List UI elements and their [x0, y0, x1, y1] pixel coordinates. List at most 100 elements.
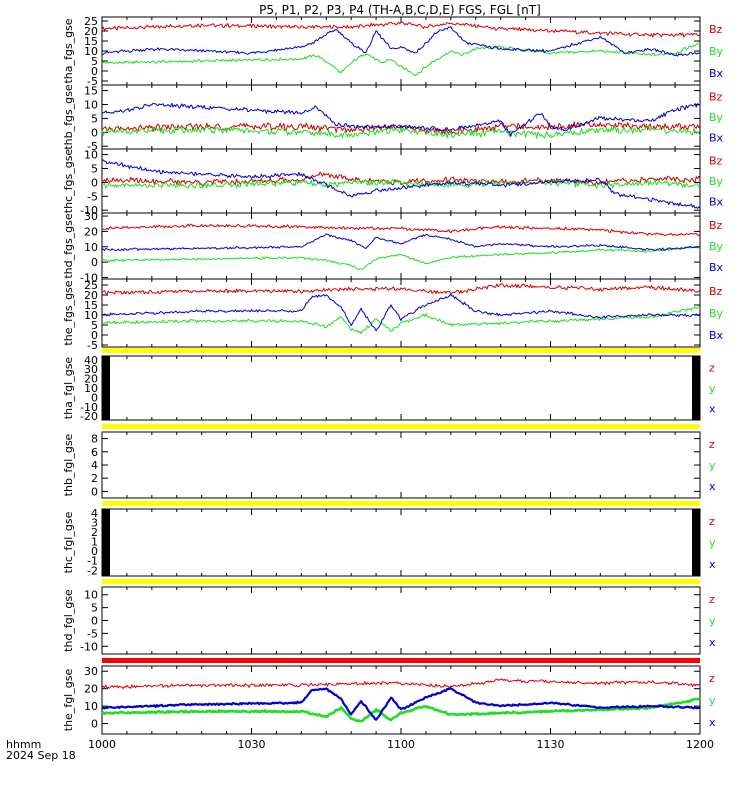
panel-0-ytick-label: 25	[84, 15, 98, 28]
panel-0-ylabel: tha_fgs_gse	[62, 18, 75, 83]
panel-4-ytick-label: 20	[84, 289, 98, 302]
panel-6-ytick-label: 4	[91, 459, 98, 472]
panel-7-ytick-label: 4	[91, 507, 98, 520]
x-tick-label: 1100	[387, 738, 415, 751]
panel-8-ytick-label: -5	[87, 627, 98, 640]
panel-6-legend-x: x	[709, 480, 716, 493]
panel-4-ytick-label: 15	[84, 299, 98, 312]
panel-1-ytick-label: 0	[91, 126, 98, 139]
panel-8-ytick-label: 10	[84, 589, 98, 602]
panel-0-legend-bz: Bz	[709, 23, 723, 36]
panel-7-ytick-label: -2	[87, 564, 98, 577]
panel-4-legend-by: By	[709, 307, 724, 320]
panel-3-series-bx	[101, 233, 701, 252]
panel-7-status-bar	[102, 501, 700, 506]
panel-5-ylabel: tha_fgl_gse	[62, 357, 75, 420]
x-tick-label: 1130	[537, 738, 565, 751]
panel-0-ytick-label: 10	[84, 45, 98, 58]
panel-5-status-bar	[102, 348, 700, 353]
panel-8-status-bar	[102, 579, 700, 584]
panel-3-frame	[101, 212, 701, 280]
panel-9-ytick-label: 0	[91, 718, 98, 731]
panel-5-legend-x: x	[709, 402, 716, 415]
panel-1-ytick-label: 15	[84, 85, 98, 98]
panel-9-ytick-label: 30	[84, 665, 98, 678]
panel-0-series-by	[101, 42, 700, 77]
panel-0-ytick-label: -5	[87, 75, 98, 88]
x-tick-label: 1000	[88, 738, 116, 751]
panel-4-ytick-label: 10	[84, 309, 98, 322]
panel-5-legend-z: z	[709, 362, 715, 375]
panel-3-ytick-label: 0	[91, 256, 98, 269]
panel-9-ytick-label: 20	[84, 683, 98, 696]
panel-4-series-bz	[101, 283, 701, 296]
panel-3-ylabel: thd_fgs_gse	[62, 213, 75, 279]
panel-4-series-bx	[101, 293, 701, 332]
panel-3-series-by	[101, 245, 701, 270]
panel-6-status-bar	[102, 424, 700, 429]
panel-9-frame	[101, 665, 701, 735]
panel-8-ylabel: thd_fgl_gse	[62, 589, 75, 652]
panel-0-ytick-label: 5	[91, 55, 98, 68]
panel-0-ytick-label: 15	[84, 35, 98, 48]
panel-6-ytick-label: 2	[91, 472, 98, 485]
panel-2-series-by	[101, 178, 701, 189]
panel-9-status-bar	[102, 658, 700, 663]
panel-7-legend-y: y	[709, 537, 716, 550]
x-axis-label-date: 2024 Sep 18	[6, 749, 76, 762]
panel-8-ytick-label: -10	[80, 640, 98, 653]
panel-7-ytick-label: 1	[91, 536, 98, 549]
panel-5-ytick-label: 40	[84, 354, 98, 367]
panel-1-legend-by: By	[709, 111, 724, 124]
panel-5-ytick-label: 20	[84, 373, 98, 386]
panel-1-frame	[101, 84, 701, 150]
panel-1-series-by	[101, 125, 701, 139]
panel-9-legend-x: x	[709, 716, 716, 729]
panel-4-ylabel: the_fgs_gse	[62, 280, 75, 345]
panel-9-legend-z: z	[709, 672, 715, 685]
panel-7-ylabel: thc_fgl_gse	[62, 511, 75, 573]
panel-6-ytick-label: 8	[91, 433, 98, 446]
x-tick-label: 1200	[686, 738, 714, 751]
panel-5-ytick-label: 0	[91, 391, 98, 404]
panel-3-ytick-label: -10	[80, 271, 98, 284]
panel-8-ytick-label: 5	[91, 602, 98, 615]
panel-2-ytick-label: 5	[91, 162, 98, 175]
panel-8-ytick-label: 0	[91, 615, 98, 628]
panel-7-ytick-label: -1	[87, 555, 98, 568]
panel-2-ytick-label: -5	[87, 190, 98, 203]
x-tick-label: 1030	[238, 738, 266, 751]
panel-0-ytick-label: 20	[84, 25, 98, 38]
panel-0-ytick-label: 0	[91, 65, 98, 78]
panel-7-legend-x: x	[709, 558, 716, 571]
panel-2-legend-by: By	[709, 175, 724, 188]
panel-1-ytick-label: 10	[84, 98, 98, 111]
panel-9-series-x	[101, 687, 701, 721]
panel-6-ylabel: thb_fgl_gse	[62, 433, 75, 496]
panel-4-legend-bz: Bz	[709, 285, 723, 298]
panel-7-frame	[101, 508, 701, 577]
panel-5-ytick-label: -10	[80, 401, 98, 414]
panel-5-frame	[101, 355, 701, 421]
panel-2-series-bz	[101, 171, 701, 187]
panel-7-legend-z: z	[709, 515, 715, 528]
panel-4-ytick-label: 0	[91, 329, 98, 342]
panel-5-ytick-label: -20	[80, 410, 98, 423]
panel-2-ytick-label: -10	[80, 204, 98, 217]
panel-6-legend-y: y	[709, 459, 716, 472]
panel-3-series-bz	[101, 223, 701, 237]
panel-1-series-bx	[101, 102, 701, 137]
panel-0-series-bx	[101, 26, 701, 57]
panel-7-ytick-label: 0	[91, 545, 98, 558]
panel-4-ytick-label: 25	[84, 279, 98, 292]
panel-1-ylabel: thb_fgs_gse	[62, 84, 75, 150]
panel-7-ytick-label: 2	[91, 526, 98, 539]
panel-7-edge-left	[102, 509, 110, 576]
panel-1-legend-bx: Bx	[709, 131, 724, 144]
panel-6-ytick-label: 6	[91, 446, 98, 459]
panel-1-ytick-label: 5	[91, 112, 98, 125]
panel-3-legend-bz: Bz	[709, 219, 723, 232]
